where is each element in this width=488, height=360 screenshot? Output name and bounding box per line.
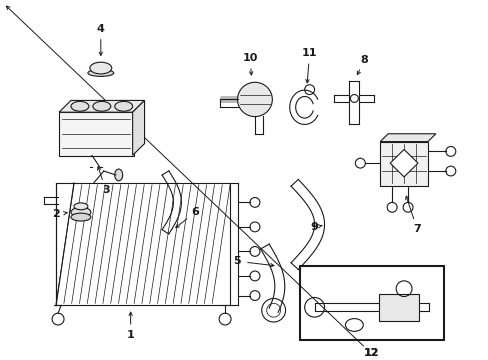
Ellipse shape <box>115 169 122 181</box>
Text: 7: 7 <box>412 224 420 234</box>
Text: 2: 2 <box>52 209 60 219</box>
Text: 12: 12 <box>363 348 378 359</box>
Text: 4: 4 <box>97 24 104 34</box>
Polygon shape <box>132 100 144 155</box>
Ellipse shape <box>115 102 132 111</box>
Ellipse shape <box>74 203 88 210</box>
Bar <box>299 266 443 340</box>
Text: 6: 6 <box>191 207 199 217</box>
Bar <box>59 112 133 156</box>
Text: 11: 11 <box>301 48 317 58</box>
Ellipse shape <box>88 69 114 76</box>
Polygon shape <box>59 100 144 112</box>
Polygon shape <box>380 134 435 141</box>
Polygon shape <box>389 149 417 177</box>
Text: 3: 3 <box>102 185 109 195</box>
Bar <box>380 141 427 186</box>
Text: 12: 12 <box>363 348 378 359</box>
Bar <box>379 294 418 321</box>
Ellipse shape <box>90 62 112 74</box>
Ellipse shape <box>237 82 272 117</box>
Ellipse shape <box>93 102 111 111</box>
Text: 10: 10 <box>242 53 257 63</box>
Text: 5: 5 <box>233 256 241 266</box>
Text: 9: 9 <box>310 222 318 232</box>
Ellipse shape <box>71 207 91 217</box>
Ellipse shape <box>71 213 91 221</box>
Text: 1: 1 <box>126 330 134 340</box>
Ellipse shape <box>71 102 89 111</box>
Text: 8: 8 <box>360 55 367 65</box>
